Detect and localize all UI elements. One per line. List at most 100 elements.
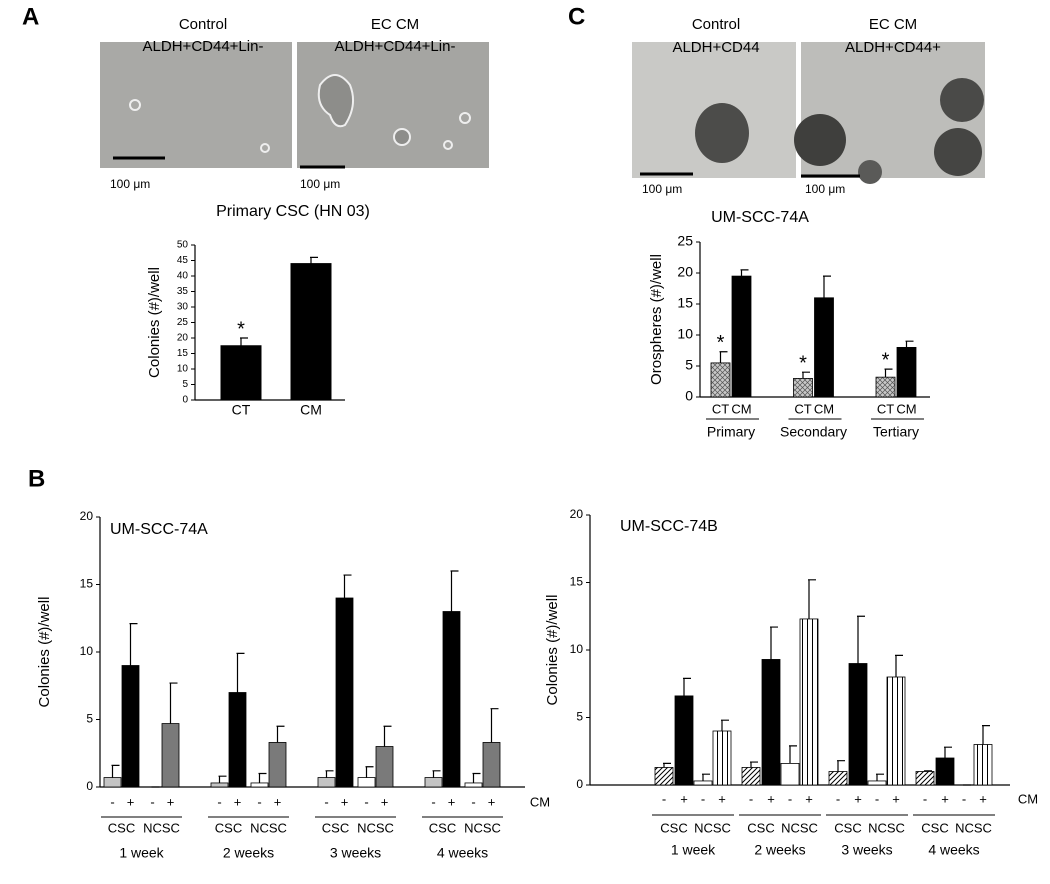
error-bar bbox=[944, 746, 952, 758]
error-bar bbox=[383, 725, 392, 747]
x-tick-label: Primary bbox=[707, 424, 755, 440]
scale-label: 100 μm bbox=[110, 177, 150, 191]
significance-mark: * bbox=[237, 318, 245, 340]
significance-mark: * bbox=[882, 349, 890, 371]
bar bbox=[228, 692, 247, 788]
bar bbox=[710, 362, 731, 398]
scale-label: 100 μm bbox=[642, 182, 682, 196]
error-bar bbox=[905, 340, 914, 348]
scale-label: 100 μm bbox=[805, 182, 845, 196]
series-label: + bbox=[941, 791, 949, 806]
bar bbox=[290, 263, 332, 401]
image-title: ALDH+CD44+Lin- bbox=[143, 38, 264, 55]
bar bbox=[814, 297, 834, 398]
cell-type-label: CSC bbox=[215, 820, 242, 835]
bar bbox=[867, 780, 887, 786]
error-bar bbox=[924, 770, 932, 772]
series-label: - bbox=[962, 791, 966, 806]
y-tick-label: 0 bbox=[182, 395, 188, 406]
bar bbox=[793, 377, 813, 398]
error-bar bbox=[490, 708, 499, 743]
series-label: + bbox=[488, 794, 496, 809]
series-label: + bbox=[854, 791, 862, 806]
bar bbox=[896, 346, 917, 398]
series-label: - bbox=[701, 791, 705, 806]
error-bar bbox=[837, 760, 845, 772]
bar bbox=[799, 618, 819, 786]
y-tick-label: 0 bbox=[576, 777, 583, 791]
error-bar bbox=[884, 368, 893, 378]
bar bbox=[250, 782, 269, 788]
series-label: + bbox=[341, 794, 349, 809]
cell-type-label: CSC bbox=[834, 820, 861, 835]
error-bar bbox=[982, 725, 990, 745]
series-label: + bbox=[718, 791, 726, 806]
micrograph bbox=[632, 42, 796, 178]
x-tick-label: 4 weeks bbox=[437, 845, 488, 861]
image-title: EC CM bbox=[869, 16, 917, 33]
error-bar bbox=[802, 371, 810, 379]
bar bbox=[464, 782, 483, 788]
y-tick-label: 0 bbox=[86, 779, 93, 793]
y-tick-label: 30 bbox=[177, 302, 189, 313]
series-label: - bbox=[749, 791, 753, 806]
series-label: + bbox=[127, 794, 135, 809]
bar bbox=[210, 782, 229, 788]
cell-type-label: CSC bbox=[921, 820, 948, 835]
y-tick-label: 20 bbox=[570, 507, 584, 521]
panel-label: B bbox=[28, 465, 45, 492]
x-tick-label: CM bbox=[300, 402, 322, 418]
cell-type-label: CSC bbox=[660, 820, 687, 835]
cell-type-label: CSC bbox=[747, 820, 774, 835]
error-bar bbox=[276, 725, 285, 743]
series-label: CT bbox=[877, 401, 894, 416]
series-label: - bbox=[431, 794, 435, 809]
cell-type-label: NCSC bbox=[955, 820, 992, 835]
cell-type-label: CSC bbox=[108, 820, 135, 835]
y-tick-label: 5 bbox=[576, 710, 583, 724]
error-bar bbox=[365, 766, 374, 778]
series-label: CM bbox=[896, 401, 916, 416]
x-tick-label: Secondary bbox=[780, 424, 847, 440]
y-tick-label: 20 bbox=[677, 264, 693, 280]
cell-type-label: NCSC bbox=[781, 820, 818, 835]
series-label: CM bbox=[731, 401, 751, 416]
y-tick-label: 25 bbox=[177, 317, 189, 328]
error-bar bbox=[750, 761, 758, 768]
x-tick-label: 4 weeks bbox=[928, 842, 979, 858]
bar bbox=[973, 744, 993, 786]
y-tick-label: 15 bbox=[570, 575, 584, 589]
x-tick-label: CT bbox=[232, 402, 251, 418]
scale-label: 100 μm bbox=[300, 177, 340, 191]
series-label: CM bbox=[814, 401, 834, 416]
series-label: + bbox=[767, 791, 775, 806]
bar bbox=[103, 777, 122, 788]
series-label: + bbox=[381, 794, 389, 809]
series-label: - bbox=[836, 791, 840, 806]
bar bbox=[317, 777, 336, 788]
micrograph bbox=[297, 42, 489, 169]
y-axis-label: Colonies (#)/well bbox=[544, 595, 561, 706]
bar bbox=[357, 777, 376, 788]
bar bbox=[375, 746, 394, 788]
bar bbox=[693, 780, 713, 786]
series-label: + bbox=[805, 791, 813, 806]
series-label: - bbox=[324, 794, 328, 809]
bar bbox=[674, 695, 694, 786]
image-title: Control bbox=[179, 16, 227, 33]
image-title: Control bbox=[692, 16, 740, 33]
series-label: - bbox=[662, 791, 666, 806]
series-label: - bbox=[471, 794, 475, 809]
y-axis-label: Colonies (#)/well bbox=[36, 597, 53, 708]
cell-type-label: NCSC bbox=[868, 820, 905, 835]
y-tick-label: 25 bbox=[677, 233, 693, 249]
x-tick-label: Tertiary bbox=[873, 424, 919, 440]
bar bbox=[828, 771, 848, 786]
bar bbox=[886, 676, 906, 786]
series-label: + bbox=[892, 791, 900, 806]
error-bar bbox=[450, 570, 459, 612]
bar bbox=[935, 757, 955, 786]
error-bar bbox=[169, 682, 178, 724]
series-label: - bbox=[150, 794, 154, 809]
